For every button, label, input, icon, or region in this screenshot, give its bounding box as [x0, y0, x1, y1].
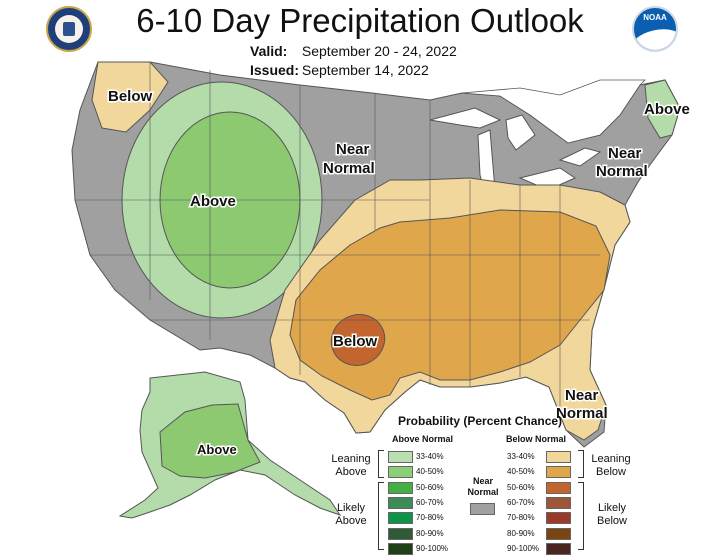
- legend-leaning-below-line1: Leaning: [591, 453, 631, 465]
- legend-below-range-label: 40-50%: [507, 467, 535, 477]
- below-50-60-region: [330, 314, 386, 366]
- legend-likely-above-line2: Above: [335, 515, 367, 527]
- legend-below-range-label: 50-60%: [507, 482, 535, 492]
- canada-region: [461, 79, 646, 144]
- legend-below-swatch: [546, 481, 571, 494]
- label-below-northwest: Below: [108, 88, 153, 105]
- legend-likely-below-line2: Below: [597, 515, 627, 527]
- legend-below-swatch: [546, 451, 571, 463]
- legend-above-range-label: 70-80%: [416, 513, 444, 523]
- label-above-maine: Above: [644, 101, 690, 118]
- legend-above-swatch: [388, 481, 413, 494]
- label-near-normal-florida-line2: Normal: [556, 405, 608, 422]
- legend-likely-above: Likely Above: [331, 502, 371, 528]
- legend-near-normal-swatch: [470, 503, 495, 515]
- legend-above-range-label: 40-50%: [416, 467, 444, 477]
- legend-above-range-label: 50-60%: [416, 482, 444, 492]
- legend-above-swatch: [388, 496, 413, 509]
- label-near-normal-central-line1: Near: [336, 141, 370, 158]
- legend-brace-likely-above: [378, 482, 384, 550]
- legend-likely-above-line1: Likely: [336, 502, 366, 514]
- valid-value: September 20 - 24, 2022: [301, 43, 457, 59]
- label-near-normal-florida-line1: Near: [565, 387, 599, 404]
- label-near-normal-northeast-line2: Normal: [596, 163, 648, 180]
- legend-above-range-label: 60-70%: [416, 497, 444, 507]
- legend-leaning-above-line1: Leaning: [331, 453, 371, 465]
- legend-below-swatch: [546, 466, 571, 479]
- legend-above-swatch: [388, 527, 413, 540]
- legend-below-range-label: 80-90%: [507, 528, 535, 538]
- legend-leaning-above: Leaning Above: [328, 453, 374, 479]
- legend-above-swatch: [388, 466, 413, 479]
- label-above-west: Above: [190, 193, 236, 210]
- legend-above-range-label: 90-100%: [416, 543, 449, 553]
- legend-above-swatch: [388, 451, 413, 463]
- legend-title: Probability (Percent Chance): [398, 414, 563, 428]
- above-maine-area: [644, 79, 681, 139]
- label-near-normal-northeast-line1: Near: [608, 145, 642, 162]
- legend-below-swatch: [546, 512, 571, 525]
- page-title: 6-10 Day Precipitation Outlook: [136, 2, 584, 39]
- validity-dates: Valid: September 20 - 24, 2022 Issued: S…: [250, 42, 457, 80]
- legend-near-normal-line1: Near: [472, 476, 493, 486]
- below-northwest-area: [91, 61, 169, 133]
- legend-below-swatch: [546, 542, 571, 555]
- legend-likely-below-line1: Likely: [597, 502, 627, 514]
- legend-leaning-below-line2: Below: [596, 466, 626, 478]
- legend-below-range-label: 70-80%: [507, 513, 535, 523]
- legend-brace-leaning-below: [578, 450, 584, 478]
- noaa-logo-text: NOAA: [643, 13, 667, 22]
- legend-above-swatch: [388, 542, 413, 555]
- label-below-texas: Below: [333, 333, 378, 350]
- legend-brace-likely-below: [578, 482, 584, 550]
- legend-below-header: Below Normal: [506, 434, 567, 444]
- legend-below-swatch: [546, 496, 571, 509]
- legend-brace-leaning-above: [378, 450, 384, 478]
- issued-label: Issued:: [250, 62, 300, 78]
- legend-above-swatch: [388, 512, 413, 525]
- legend-near-normal-label: Near Normal: [463, 476, 503, 498]
- label-above-alaska: Above: [197, 442, 237, 457]
- state-boundaries: [75, 62, 600, 420]
- alaska-above-40-50: [159, 403, 261, 479]
- legend-above-range-label: 80-90%: [416, 528, 444, 538]
- label-near-normal-central-line2: Normal: [323, 160, 375, 177]
- legend-above-range-label: 33-40%: [416, 452, 444, 461]
- noaa-logo-icon: NOAA: [632, 6, 678, 52]
- legend-below-range-label: 60-70%: [507, 497, 535, 507]
- legend-likely-below: Likely Below: [592, 502, 632, 528]
- legend-above-header: Above Normal: [392, 434, 454, 444]
- legend-below-range-label: 33-40%: [507, 452, 535, 461]
- department-of-commerce-seal-icon: [46, 6, 92, 52]
- legend-leaning-below: Leaning Below: [588, 453, 634, 479]
- legend-below-range-label: 90-100%: [507, 543, 540, 553]
- legend-near-normal-line2: Normal: [467, 487, 499, 497]
- legend-leaning-above-line2: Above: [335, 466, 367, 478]
- issued-value: September 14, 2022: [301, 62, 429, 78]
- legend-below-swatch: [546, 527, 571, 540]
- valid-label: Valid:: [250, 43, 288, 59]
